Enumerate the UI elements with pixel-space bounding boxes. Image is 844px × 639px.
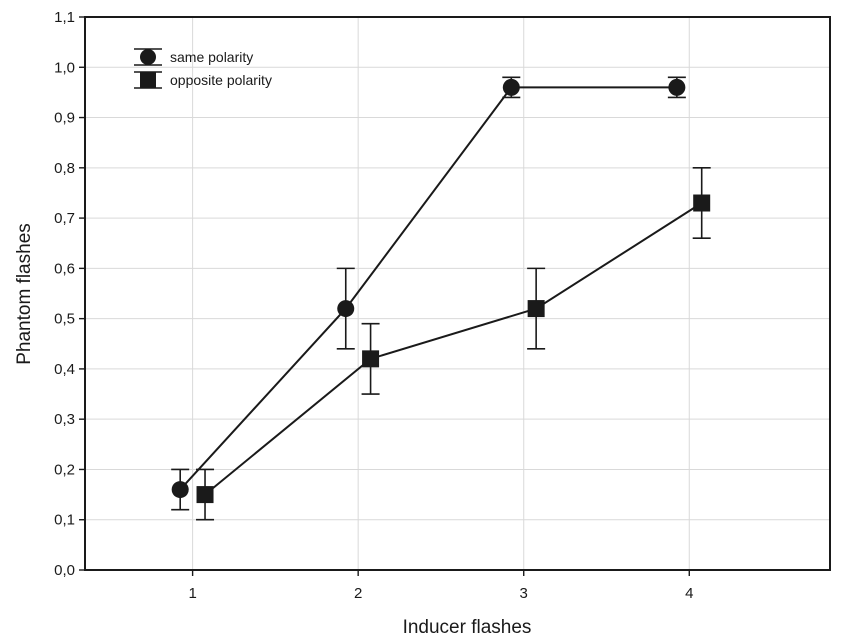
y-tick-label: 0,5 <box>54 311 75 328</box>
chart-series <box>171 76 711 521</box>
x-axis-title: Inducer flashes <box>403 617 532 638</box>
x-tick-label: 4 <box>685 585 693 602</box>
data-point-circle <box>337 300 355 318</box>
legend-item: opposite polarity <box>134 71 272 89</box>
data-point-circle <box>502 78 520 96</box>
y-tick-label: 0,9 <box>54 110 75 127</box>
y-axis-title: Phantom flashes <box>14 223 35 365</box>
x-tick-label: 1 <box>188 585 196 602</box>
legend-marker-circle <box>140 49 156 65</box>
data-point-square <box>362 350 380 368</box>
legend-marker-square <box>140 72 156 88</box>
legend-label: opposite polarity <box>170 72 272 88</box>
series-line-square <box>204 202 703 496</box>
legend-item: same polarity <box>134 48 253 66</box>
y-tick-label: 0,6 <box>54 260 75 277</box>
y-tick-label: 0,0 <box>54 562 75 579</box>
y-tick-label: 0,8 <box>54 160 75 177</box>
y-tick-label: 0,7 <box>54 210 75 227</box>
series-line-circle <box>179 86 677 491</box>
x-tick-label: 2 <box>354 585 362 602</box>
data-point-square <box>527 300 545 318</box>
y-tick-label: 1,0 <box>54 59 75 76</box>
chart-axes: 0,0 0,1 0,2 0,3 0,4 0,5 0,6 0,7 0,8 0,9 1,0 1,1 1 2 3 4 <box>54 9 831 602</box>
data-point-square <box>196 486 214 504</box>
y-tick-label: 0,4 <box>54 361 75 378</box>
data-point-circle <box>171 481 189 499</box>
data-point-square <box>693 194 711 212</box>
chart-legend: same polarity opposite polarity <box>134 48 272 89</box>
x-tick-label: 3 <box>520 585 528 602</box>
grid-lines <box>85 17 830 570</box>
plot-frame <box>84 16 831 571</box>
y-tick-label: 0,3 <box>54 411 75 428</box>
y-tick-label: 0,2 <box>54 461 75 478</box>
legend-label: same polarity <box>170 49 253 65</box>
data-point-circle <box>668 78 686 96</box>
y-tick-label: 0,1 <box>54 512 75 529</box>
y-tick-label: 1,1 <box>54 9 75 26</box>
